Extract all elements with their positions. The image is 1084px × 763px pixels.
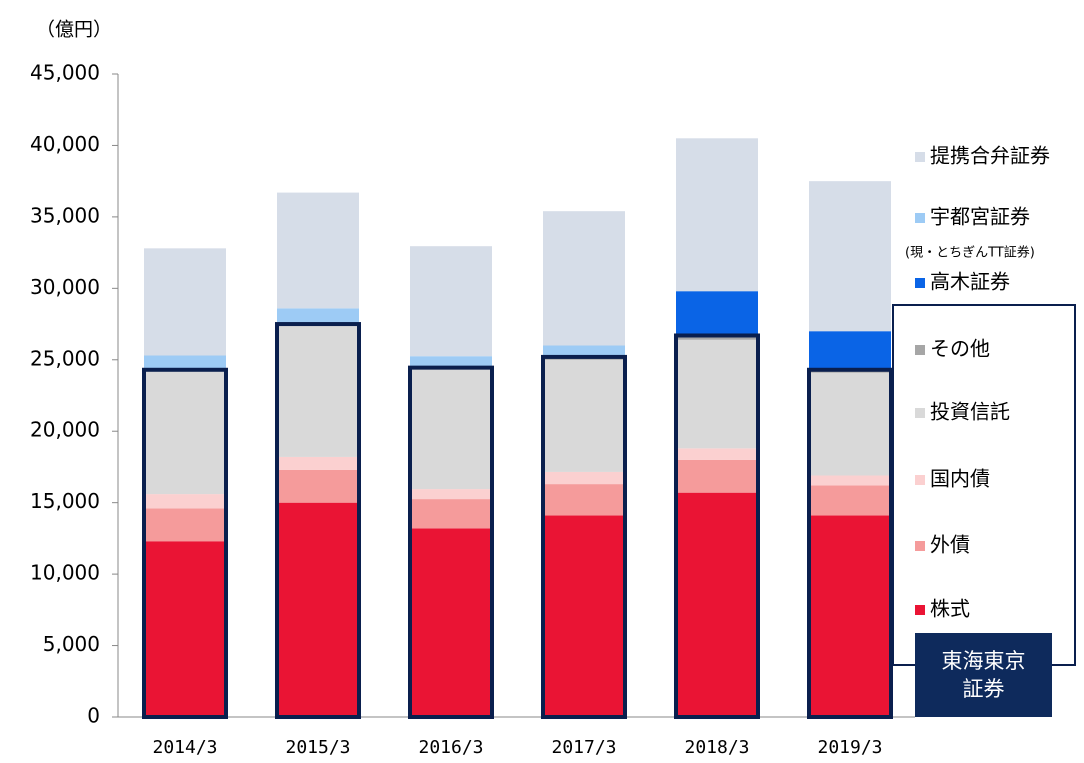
legend-label: その他 <box>930 337 990 361</box>
bar-segment <box>277 456 359 470</box>
y-tick-label: 20,000 <box>30 418 100 442</box>
bar-segment <box>809 372 891 476</box>
x-tick-label: 2016/3 <box>418 737 483 758</box>
legend-label: 株式 <box>930 597 970 621</box>
y-tick-label: 25,000 <box>30 346 100 370</box>
bar-segment <box>277 308 359 325</box>
bar-segment <box>277 192 359 309</box>
group-outline <box>541 354 627 719</box>
legend-swatch <box>915 408 925 418</box>
y-tick-label: 10,000 <box>30 561 100 585</box>
legend-label: 高木証券 <box>930 270 1010 294</box>
bar-segment <box>144 248 226 356</box>
bar-segment <box>809 181 891 332</box>
y-tick-label: 35,000 <box>30 203 100 227</box>
bar-segment <box>809 475 891 486</box>
bar-segment <box>410 528 492 717</box>
group-outline <box>807 367 893 719</box>
bar-segment <box>543 484 625 516</box>
y-tick-label: 30,000 <box>30 275 100 299</box>
legend-swatch <box>915 345 925 355</box>
bar-segment <box>543 345 625 357</box>
group-outline <box>674 333 760 719</box>
y-tick-label: 45,000 <box>30 61 100 85</box>
bar-segment <box>410 356 492 368</box>
x-tick-label: 2015/3 <box>285 737 350 758</box>
y-tick-label: 5,000 <box>43 632 100 656</box>
x-tick-label: 2018/3 <box>684 737 749 758</box>
legend-swatch <box>915 213 925 223</box>
group-outline <box>142 367 228 719</box>
unit-label: （億円） <box>36 19 112 41</box>
bar-segment <box>277 469 359 503</box>
bar-segment <box>676 492 758 717</box>
y-tick-label: 40,000 <box>30 132 100 156</box>
bar-segment <box>410 369 492 490</box>
bar-segment <box>277 325 359 457</box>
legend-swatch <box>915 152 925 162</box>
bar-segment <box>543 471 625 485</box>
group-outline <box>408 365 494 719</box>
bar-segment <box>809 485 891 516</box>
bar-segment <box>676 459 758 493</box>
legend-swatch <box>915 475 925 485</box>
legend-label: 投資信託 <box>930 400 1010 424</box>
bar-segment <box>410 246 492 357</box>
bar-segment <box>809 515 891 717</box>
bar-segment <box>676 291 758 336</box>
bar-segment <box>144 508 226 542</box>
bar-segment <box>410 499 492 529</box>
bar-segment <box>676 335 758 340</box>
bar-segment <box>676 339 758 449</box>
bar-segment <box>543 515 625 717</box>
bar-segment <box>809 331 891 370</box>
bar-segment <box>543 359 625 472</box>
y-tick-label: 0 <box>87 704 100 728</box>
x-tick-label: 2014/3 <box>152 737 217 758</box>
bar-segment <box>144 371 226 495</box>
legend-label: 宇都宮証券 <box>930 205 1030 229</box>
x-tick-label: 2019/3 <box>817 737 882 758</box>
bar-segment <box>543 211 625 346</box>
legend-label: 国内債 <box>930 467 990 491</box>
legend-swatch <box>915 541 925 551</box>
bar-segment <box>676 138 758 292</box>
legend-note: (現・とちぎんTT証券) <box>905 245 1035 261</box>
bar-segment <box>144 541 226 717</box>
bar-segment <box>277 502 359 717</box>
legend-label: 外債 <box>930 533 970 557</box>
legend-swatch <box>915 278 925 288</box>
bar-segment <box>676 448 758 460</box>
group-label: 東海東京証券 <box>915 633 1052 717</box>
legend-label: 提携合弁証券 <box>930 144 1050 168</box>
x-tick-label: 2017/3 <box>551 737 616 758</box>
group-outline <box>275 322 361 719</box>
bar-segment <box>410 489 492 500</box>
bar-segment <box>144 494 226 509</box>
legend-swatch <box>915 605 925 615</box>
y-tick-label: 15,000 <box>30 489 100 513</box>
bar-segment <box>144 355 226 370</box>
